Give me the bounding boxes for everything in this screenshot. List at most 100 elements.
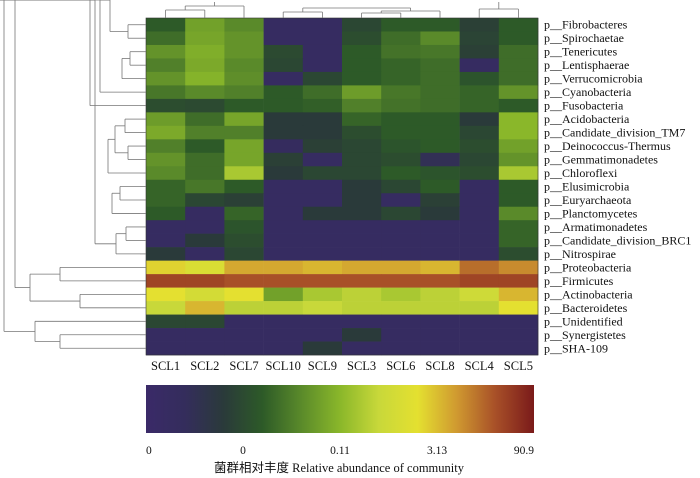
heatmap-cell	[342, 112, 382, 127]
heatmap-cell	[224, 206, 264, 221]
column-label: SCL1	[151, 359, 180, 373]
heatmap-cell	[263, 287, 304, 302]
heatmap-cell	[381, 233, 421, 248]
heatmap-cell	[381, 139, 421, 154]
heatmap-cell	[185, 220, 225, 234]
heatmap-cell	[459, 247, 500, 261]
heatmap-cell	[302, 233, 343, 248]
heatmap-cell	[420, 152, 460, 167]
heatmap-cell	[459, 193, 500, 208]
heatmap-cell	[381, 301, 421, 315]
heatmap-cell	[498, 152, 539, 167]
heatmap-cell	[302, 328, 343, 342]
heatmap-cell	[342, 247, 382, 261]
heatmap-cell	[185, 166, 225, 181]
heatmap-cell	[185, 274, 225, 288]
heatmap-cell	[498, 179, 539, 194]
row-label: p__Proteobacteria	[544, 260, 632, 274]
heatmap-cell	[263, 139, 304, 154]
heatmap-cell	[342, 287, 382, 302]
heatmap-cell	[381, 71, 421, 86]
heatmap-cell	[498, 112, 539, 127]
heatmap-cell	[381, 152, 421, 167]
heatmap-cell	[263, 166, 304, 181]
heatmap-cell	[146, 287, 186, 302]
row-label: p__Nitrospirae	[544, 247, 616, 261]
heatmap-cell	[420, 314, 460, 329]
heatmap-cell	[224, 233, 264, 248]
column-label: SCL7	[229, 359, 258, 373]
color-scale-tick-label: 0	[146, 445, 152, 457]
heatmap-cell	[146, 85, 186, 100]
heatmap-cell	[459, 301, 500, 315]
heatmap-cell	[381, 220, 421, 234]
heatmap-cell	[146, 139, 186, 154]
heatmap-cell	[146, 193, 186, 208]
heatmap-cell	[459, 125, 500, 140]
heatmap-cell	[498, 314, 539, 329]
heatmap-cell	[420, 85, 460, 100]
heatmap-cell	[224, 193, 264, 208]
row-label: p__Elusimicrobia	[544, 180, 630, 194]
heatmap-cell	[342, 274, 382, 288]
heatmap-cells	[145, 17, 539, 356]
heatmap-cell	[381, 314, 421, 329]
heatmap-cell	[185, 71, 225, 86]
heatmap-cell	[459, 166, 500, 181]
heatmap-cell	[185, 139, 225, 154]
heatmap-cell	[302, 314, 343, 329]
heatmap-cell	[381, 328, 421, 342]
heatmap-cell	[420, 31, 460, 46]
heatmap-cell	[381, 179, 421, 194]
heatmap-cell	[420, 18, 460, 32]
heatmap-cell	[459, 152, 500, 167]
heatmap-cell	[498, 247, 539, 261]
heatmap-cell	[224, 287, 264, 302]
heatmap-cell	[302, 341, 343, 356]
heatmap-cell	[498, 328, 539, 342]
heatmap-cell	[224, 341, 264, 356]
row-labels: p__Fibrobacteresp__Spirochaetaep__Teneri…	[544, 18, 691, 356]
heatmap-cell	[185, 247, 225, 261]
heatmap-cell	[459, 139, 500, 154]
heatmap-cell	[342, 193, 382, 208]
heatmap-cell	[342, 152, 382, 167]
heatmap-cell	[498, 85, 539, 100]
heatmap-cell	[302, 152, 343, 167]
heatmap-cell	[263, 193, 304, 208]
heatmap-cell	[342, 233, 382, 248]
heatmap-cell	[224, 301, 264, 315]
heatmap-cell	[459, 85, 500, 100]
row-label: p__Firmicutes	[544, 274, 614, 288]
heatmap-cell	[420, 287, 460, 302]
heatmap-cell	[420, 125, 460, 140]
heatmap-cell	[498, 193, 539, 208]
color-scale-tick-labels: 0 0 0.11 3.13 90.9	[146, 445, 534, 457]
heatmap-cell	[302, 179, 343, 194]
heatmap-cell	[498, 206, 539, 221]
heatmap-cell	[498, 31, 539, 46]
heatmap-cell	[146, 152, 186, 167]
heatmap-cell	[263, 247, 304, 261]
heatmap-cell	[302, 193, 343, 208]
heatmap-cell	[185, 98, 225, 113]
column-label: SCL10	[265, 359, 300, 373]
heatmap-cell	[302, 139, 343, 154]
heatmap-cell	[498, 301, 539, 315]
heatmap-cell	[342, 179, 382, 194]
heatmap-cell	[498, 166, 539, 181]
heatmap-cell	[224, 112, 264, 127]
heatmap-cell	[146, 166, 186, 181]
heatmap-cell	[459, 274, 500, 288]
heatmap-cell	[302, 85, 343, 100]
heatmap-cell	[420, 206, 460, 221]
heatmap-cell	[185, 233, 225, 248]
heatmap-cell	[185, 328, 225, 342]
heatmap-cell	[342, 125, 382, 140]
heatmap-cell	[302, 125, 343, 140]
heatmap-cell	[342, 58, 382, 73]
heatmap-cell	[420, 71, 460, 86]
heatmap-cell	[302, 287, 343, 302]
heatmap-cell	[224, 260, 264, 275]
heatmap-cell	[302, 206, 343, 221]
